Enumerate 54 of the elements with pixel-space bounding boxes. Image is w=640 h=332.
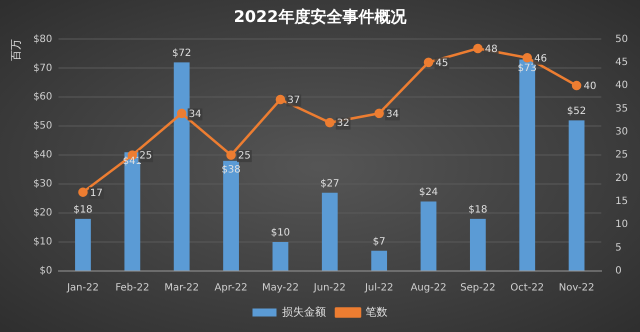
x-tick-label: Sep-22 [460,282,496,294]
data-label: 25 [238,150,251,162]
y2-tick-label: 15 [615,196,628,208]
y2-tick-label: 30 [615,126,628,138]
y-axis-title: 百万 [9,39,22,62]
data-label: $52 [567,106,586,117]
y-tick-label: $0 [40,266,52,277]
data-label: $10 [270,228,290,239]
y-tick-label: $80 [33,34,52,45]
x-tick-label: Oct-22 [510,282,544,294]
data-label: 25 [139,150,152,162]
y2-tick-label: 45 [615,56,628,68]
data-label: 48 [484,44,498,56]
y2-tick-label: 5 [615,242,622,254]
y2-tick-label: 40 [615,80,628,92]
data-label: 34 [386,108,399,120]
data-label: 37 [287,95,300,106]
x-tick-label: Aug-22 [410,282,446,294]
data-label: 46 [534,53,547,64]
y2-tick-label: 0 [615,266,622,277]
data-label: 45 [436,58,448,69]
y-tick-label: $30 [33,178,52,190]
y2-tick-label: 50 [615,34,628,45]
x-tick-label: Mar-22 [164,282,199,294]
data-label: 32 [336,118,350,130]
data-label: $72 [172,48,192,59]
x-tick-label: May-22 [262,282,299,294]
y-tick-label: $70 [33,62,52,74]
data-label: 40 [584,81,596,92]
y2-tick-label: 35 [615,103,628,114]
y2-tick-label: 10 [615,219,628,230]
y-tick-label: $40 [33,150,52,161]
data-label: 17 [90,188,103,199]
y-tick-label: $60 [33,92,52,103]
x-tick-label: Jan-22 [66,282,99,294]
x-tick-label: Jun-22 [312,282,346,294]
x-tick-label: Apr-22 [214,282,248,294]
data-label: $24 [418,187,438,198]
data-label: 34 [188,108,202,120]
x-tick-label: Jul-22 [364,282,394,294]
data-label: $18 [468,204,488,216]
data-label: $18 [73,204,93,216]
chart-title: 2022年度安全事件概况 [234,6,408,26]
y2-tick-label: 25 [615,150,628,161]
y-tick-label: $10 [33,236,52,248]
y-tick-label: $20 [33,208,52,219]
legend-label: 损失金额 [282,305,326,318]
data-label: $7 [372,236,386,248]
x-tick-label: Nov-22 [558,282,594,294]
legend-label: 笔数 [366,305,388,318]
y2-tick-label: 20 [615,172,628,184]
x-tick-label: Feb-22 [115,282,150,294]
data-label: $27 [320,178,340,190]
y-tick-label: $50 [33,120,52,132]
